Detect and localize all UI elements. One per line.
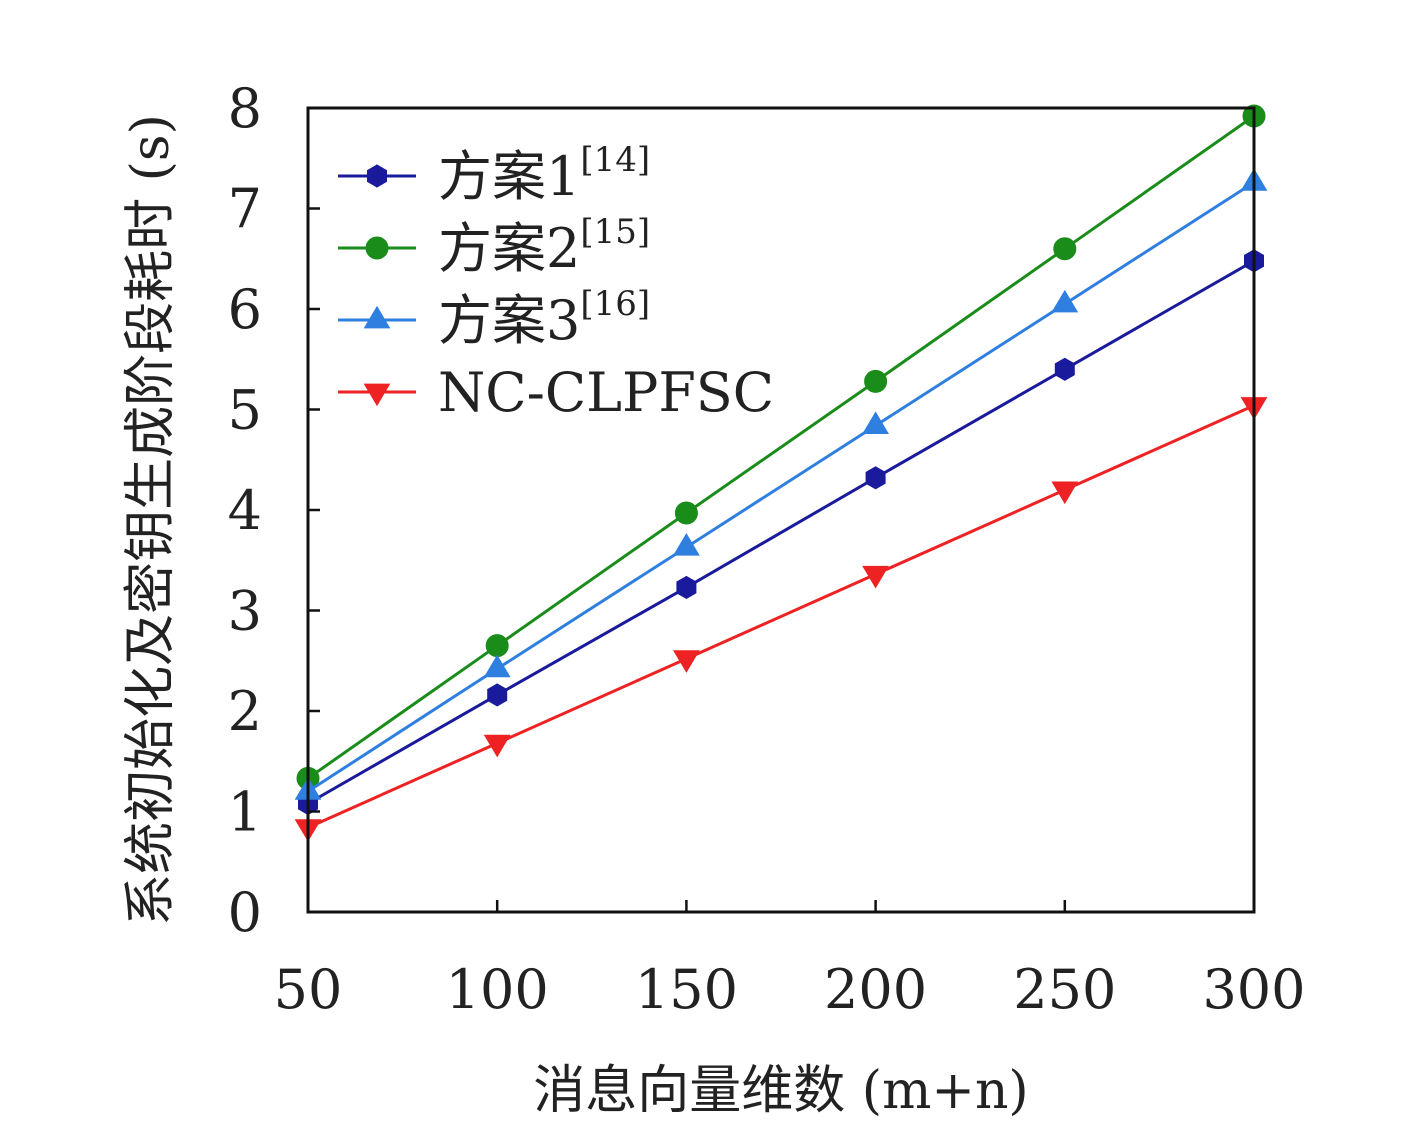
legend-label: 方案2[15]: [438, 212, 650, 280]
x-axis-title: 消息向量维数 (m+n): [533, 1061, 1028, 1121]
legend-item: 方案3[16]: [338, 284, 650, 352]
data-point: [1054, 357, 1075, 381]
data-point: [485, 634, 509, 658]
y-axis-title: 系统初始化及密钥生成阶段耗时 (s): [121, 114, 181, 926]
data-point: [864, 369, 888, 393]
x-tick-label: 200: [824, 958, 927, 1021]
legend-label: 方案3[16]: [438, 284, 650, 352]
axis-ticks: 50 100 150 200 250 300 0 1 2 3 4 5 6 7 8: [228, 77, 1306, 1021]
series-line: [307, 114, 1255, 780]
y-tick-label: 1: [228, 781, 262, 844]
legend-label: NC-CLPFSC: [438, 361, 774, 424]
data-point: [673, 650, 700, 673]
legend-label: 方案1[14]: [438, 140, 650, 208]
y-tick-label: 8: [228, 77, 262, 140]
y-tick-label: 3: [228, 580, 262, 643]
series-NC-CLPFSC: [294, 397, 1268, 842]
data-point: [676, 575, 697, 599]
series-方案1: [298, 249, 1264, 816]
legend-marker: [363, 305, 391, 329]
x-tick-label: 50: [274, 958, 343, 1021]
plot-area: [294, 104, 1268, 842]
x-tick-label: 250: [1013, 958, 1116, 1021]
series-line: [307, 181, 1255, 793]
data-point: [862, 411, 889, 434]
data-point: [487, 683, 508, 707]
legend-reference: [15]: [580, 212, 650, 252]
legend-marker: [363, 383, 391, 407]
legend-item: NC-CLPFSC: [338, 361, 774, 424]
data-point: [865, 466, 886, 490]
legend-item: 方案1[14]: [338, 140, 650, 208]
data-point: [673, 533, 700, 556]
y-tick-label: 5: [228, 379, 262, 442]
legend-item: 方案2[15]: [338, 212, 650, 280]
series-方案3: [294, 168, 1268, 800]
y-tick-label: 7: [228, 178, 262, 241]
data-point: [1053, 237, 1077, 261]
x-tick-label: 300: [1202, 958, 1305, 1021]
x-tick-label: 150: [635, 958, 738, 1021]
x-tick-label: 100: [446, 958, 549, 1021]
series-line: [307, 404, 1255, 829]
legend-reference: [16]: [580, 284, 650, 324]
legend-reference: [14]: [580, 140, 650, 180]
legend: 方案1[14]方案2[15]方案3[16] NC-CLPFSC: [338, 140, 774, 424]
data-point: [674, 501, 698, 525]
data-point: [1051, 481, 1079, 505]
series-line: [307, 259, 1255, 805]
legend-marker: [365, 236, 389, 260]
data-point: [483, 734, 511, 758]
y-tick-label: 6: [228, 278, 262, 341]
data-point: [1051, 289, 1079, 313]
legend-marker: [367, 164, 387, 188]
data-point: [862, 565, 889, 589]
y-tick-label: 4: [228, 479, 262, 542]
y-tick-label: 0: [228, 881, 262, 944]
y-tick-label: 2: [228, 680, 262, 743]
data-point: [483, 654, 511, 678]
